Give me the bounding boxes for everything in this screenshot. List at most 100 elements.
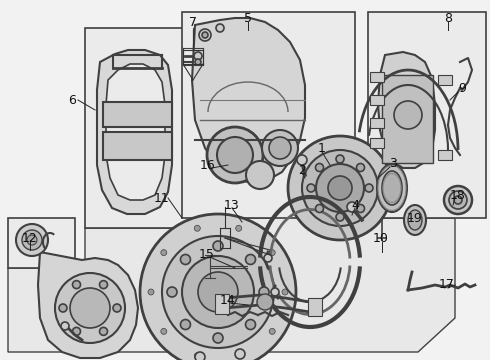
Bar [103, 102, 172, 127]
Circle shape [307, 184, 315, 192]
Bar [368, 12, 486, 218]
Circle shape [288, 136, 392, 240]
Circle shape [245, 255, 255, 265]
Circle shape [16, 224, 48, 256]
Circle shape [264, 254, 272, 262]
Bar [8, 218, 75, 268]
Circle shape [218, 154, 232, 168]
Text: 15: 15 [199, 248, 215, 261]
Bar [182, 12, 355, 218]
Bar [370, 95, 384, 105]
Circle shape [245, 320, 255, 329]
Circle shape [213, 333, 223, 343]
Text: 12: 12 [22, 231, 38, 244]
Circle shape [336, 213, 344, 221]
Circle shape [162, 236, 274, 348]
Circle shape [282, 289, 288, 295]
Circle shape [73, 280, 80, 289]
Polygon shape [38, 252, 138, 358]
Circle shape [444, 186, 472, 214]
Polygon shape [8, 160, 455, 352]
Text: 11: 11 [154, 192, 170, 204]
Circle shape [454, 196, 462, 204]
Circle shape [140, 214, 296, 360]
Circle shape [59, 304, 67, 312]
Circle shape [27, 235, 37, 245]
Circle shape [73, 327, 80, 336]
Circle shape [113, 304, 121, 312]
Text: 19: 19 [407, 212, 423, 225]
Text: 4: 4 [351, 198, 359, 212]
Circle shape [194, 52, 202, 60]
Circle shape [262, 130, 298, 166]
Bar [85, 28, 200, 228]
Bar [308, 298, 322, 316]
Bar [370, 118, 384, 128]
Circle shape [316, 164, 364, 212]
Circle shape [207, 127, 263, 183]
Circle shape [357, 204, 365, 212]
Circle shape [236, 225, 242, 231]
Polygon shape [192, 18, 305, 182]
Circle shape [161, 328, 167, 334]
Circle shape [297, 155, 307, 165]
Text: 2: 2 [298, 163, 306, 176]
Bar [370, 138, 384, 148]
Circle shape [217, 137, 253, 173]
Ellipse shape [382, 171, 402, 205]
Text: 13: 13 [224, 198, 240, 212]
Circle shape [202, 32, 208, 38]
Bar [103, 132, 172, 160]
Circle shape [195, 225, 200, 231]
Circle shape [55, 273, 125, 343]
Circle shape [259, 287, 269, 297]
Circle shape [257, 294, 273, 310]
Circle shape [316, 163, 323, 171]
Text: 8: 8 [444, 12, 452, 24]
Circle shape [269, 328, 275, 334]
Circle shape [148, 289, 154, 295]
Text: 17: 17 [439, 279, 455, 292]
Text: 7: 7 [189, 15, 197, 28]
Bar [438, 75, 452, 85]
Text: 18: 18 [450, 189, 466, 202]
Circle shape [99, 280, 107, 289]
Circle shape [263, 164, 271, 172]
Circle shape [347, 202, 357, 212]
Circle shape [357, 163, 365, 171]
Circle shape [199, 29, 211, 41]
Circle shape [316, 204, 323, 212]
Circle shape [213, 241, 223, 251]
Text: 14: 14 [220, 293, 236, 306]
Polygon shape [97, 50, 172, 214]
Circle shape [195, 59, 201, 65]
Text: 10: 10 [373, 231, 389, 244]
Bar [215, 294, 229, 314]
Circle shape [161, 249, 167, 256]
Text: 5: 5 [244, 12, 252, 24]
Circle shape [180, 320, 191, 329]
Ellipse shape [404, 205, 426, 235]
Circle shape [269, 137, 291, 159]
Circle shape [180, 255, 191, 265]
Bar [370, 72, 384, 82]
Text: 9: 9 [458, 81, 466, 95]
Circle shape [269, 249, 275, 256]
Circle shape [271, 288, 279, 296]
Circle shape [235, 349, 245, 359]
Bar [438, 150, 452, 160]
Text: 16: 16 [200, 158, 216, 171]
Polygon shape [378, 52, 435, 168]
Text: 1: 1 [318, 141, 326, 154]
Circle shape [70, 288, 110, 328]
Ellipse shape [408, 210, 422, 230]
Circle shape [195, 352, 205, 360]
Bar [382, 75, 433, 163]
Text: 3: 3 [389, 157, 397, 170]
Circle shape [167, 287, 177, 297]
Circle shape [328, 176, 352, 200]
Circle shape [221, 157, 229, 165]
Circle shape [336, 155, 344, 163]
Circle shape [22, 230, 42, 250]
Circle shape [195, 353, 200, 359]
